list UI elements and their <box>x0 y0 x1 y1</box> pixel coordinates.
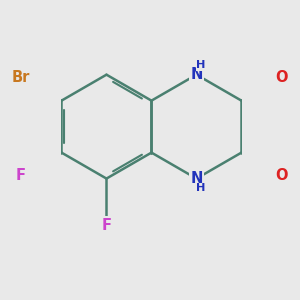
Text: H: H <box>196 60 205 70</box>
Text: N: N <box>190 171 202 186</box>
Text: F: F <box>16 169 26 184</box>
Text: O: O <box>276 169 288 184</box>
Text: Br: Br <box>12 70 30 85</box>
Text: H: H <box>196 183 205 193</box>
Text: O: O <box>276 70 288 85</box>
Text: F: F <box>101 218 112 233</box>
Text: N: N <box>190 67 202 82</box>
